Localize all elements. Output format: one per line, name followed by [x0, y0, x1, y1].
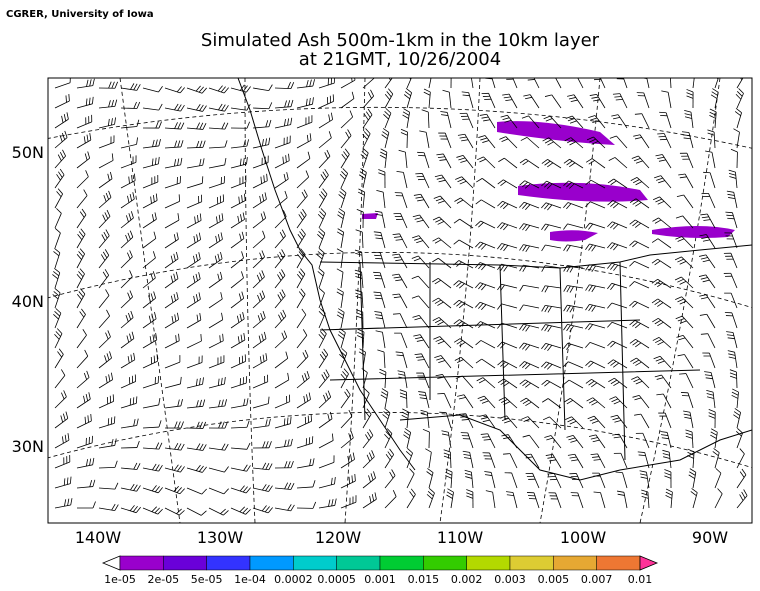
barb-tick [393, 314, 400, 315]
colorbar-label: 0.007 [581, 573, 613, 586]
lon-label: 120W [315, 528, 362, 547]
lat-label: 30N [12, 437, 44, 456]
colorbar-label: 0.0005 [317, 573, 356, 586]
colorbar-swatch [423, 556, 466, 570]
colorbar-label: 0.001 [364, 573, 396, 586]
barb-tick [69, 94, 70, 101]
colorbar-swatch [337, 556, 380, 570]
colorbar-label: 0.015 [408, 573, 440, 586]
colorbar-swatch [250, 556, 293, 570]
barb-tick [503, 454, 510, 455]
barb-tick [108, 418, 109, 425]
barb-tick [111, 417, 112, 424]
lon-label: 90W [692, 528, 728, 547]
lon-label: 110W [437, 528, 484, 547]
barb-tick [725, 212, 732, 213]
lon-label: 130W [197, 528, 244, 547]
colorbar-label: 5e-05 [191, 573, 223, 586]
title-line: at 21GMT, 10/26/2004 [299, 49, 501, 70]
barb-tick [130, 398, 131, 405]
colorbar-label: 0.01 [628, 573, 653, 586]
colorbar-label: 0.002 [451, 573, 483, 586]
barb-tick [439, 412, 446, 413]
colorbar-label: 0.003 [494, 573, 526, 586]
colorbar-swatch [163, 556, 206, 570]
barb-tick [726, 215, 733, 216]
colorbar-label: 1e-04 [234, 573, 266, 586]
title-line: Simulated Ash 500m-1km in the 10km layer [201, 30, 600, 51]
barb-shaft [406, 392, 407, 408]
barb-tick [66, 95, 67, 102]
colorbar-swatch [207, 556, 250, 570]
colorbar-swatch [380, 556, 423, 570]
lat-label: 50N [12, 143, 44, 162]
colorbar-swatch [597, 556, 640, 570]
barb-shaft [121, 108, 137, 109]
colorbar-swatch [467, 556, 510, 570]
barb-tick [201, 334, 202, 341]
colorbar-label: 0.005 [538, 573, 570, 586]
colorbar-label: 0.0002 [274, 573, 313, 586]
lon-label: 100W [560, 528, 607, 547]
colorbar-label: 2e-05 [147, 573, 179, 586]
colorbar-label: 1e-05 [104, 573, 136, 586]
lat-label: 40N [12, 292, 44, 311]
barb-tick [133, 397, 134, 404]
colorbar-swatch [510, 556, 553, 570]
barb-tick [679, 374, 686, 375]
barb-tick [136, 396, 137, 403]
barb-shaft [736, 372, 737, 388]
colorbar-swatch [293, 556, 336, 570]
barb-tick [202, 176, 203, 183]
colorbar-swatch [120, 556, 163, 570]
barb-tick [727, 218, 734, 219]
colorbar-swatch [553, 556, 596, 570]
credit: CGRER, University of Iowa [6, 9, 154, 20]
barb-tick [114, 416, 115, 423]
lon-label: 140W [75, 528, 122, 547]
